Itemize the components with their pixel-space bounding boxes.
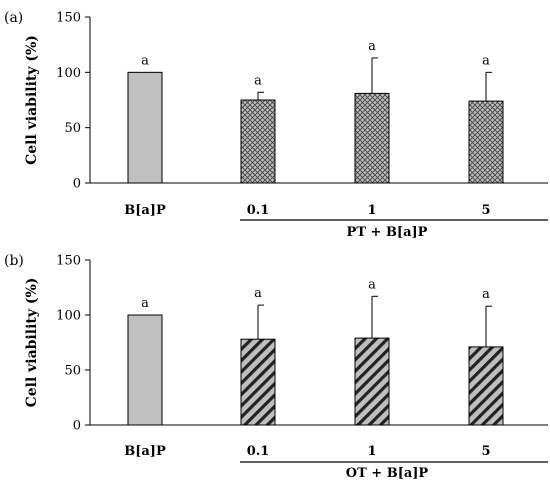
y-tick-label: 50 [64,121,81,136]
bar [127,314,163,426]
y-tick-label: 150 [56,254,81,269]
y-tick-label: 50 [64,364,81,379]
significance-label: a [482,287,490,302]
x-category-label: B[a]P [124,444,166,459]
chart-panel-a: (a)Cell viability (%) 0 50 100 150 a B[a]P a 0.1… [4,10,548,240]
y-tick-label: 150 [56,11,81,26]
group-label: PT + B[a]P [347,225,428,240]
chart-panel-b: (b)Cell viability (%) 0 50 100 150 a B[a]P a 0.1… [4,253,548,481]
x-category-label: 5 [481,203,490,218]
bar [127,71,163,184]
panel-label: (b) [4,253,24,269]
significance-label: a [141,296,149,311]
bar [354,337,390,426]
x-category-label: 5 [481,444,490,459]
y-tick-label: 100 [56,309,81,324]
group-label: OT + B[a]P [346,466,429,481]
significance-label: a [254,73,262,88]
y-tick-label: 0 [73,177,81,192]
x-category-label: B[a]P [124,203,166,218]
y-tick-label: 0 [73,419,81,434]
x-category-label: 1 [367,444,376,459]
significance-label: a [254,286,262,301]
bar [354,92,390,184]
y-axis-title: Cell viability (%) [24,278,40,408]
panel-label: (a) [4,10,23,26]
x-category-label: 0.1 [247,203,270,218]
significance-label: a [141,53,149,68]
bar [240,338,276,426]
y-axis-title: Cell viability (%) [24,35,40,165]
bar [468,100,504,184]
x-category-label: 0.1 [247,444,270,459]
bar [240,99,276,184]
y-tick-label: 100 [56,66,81,81]
bar [468,346,504,426]
significance-label: a [368,39,376,54]
significance-label: a [482,53,490,68]
significance-label: a [368,277,376,292]
x-category-label: 1 [367,203,376,218]
